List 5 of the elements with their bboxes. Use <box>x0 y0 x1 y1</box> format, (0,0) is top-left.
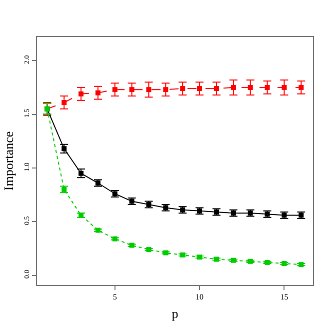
x-axis-title: p <box>172 306 178 322</box>
y-axis-title: Importance <box>1 131 16 191</box>
x-tick-label: 10 <box>196 292 204 302</box>
x-tick-label: 5 <box>112 292 117 302</box>
x-tick-label: 15 <box>280 292 288 302</box>
